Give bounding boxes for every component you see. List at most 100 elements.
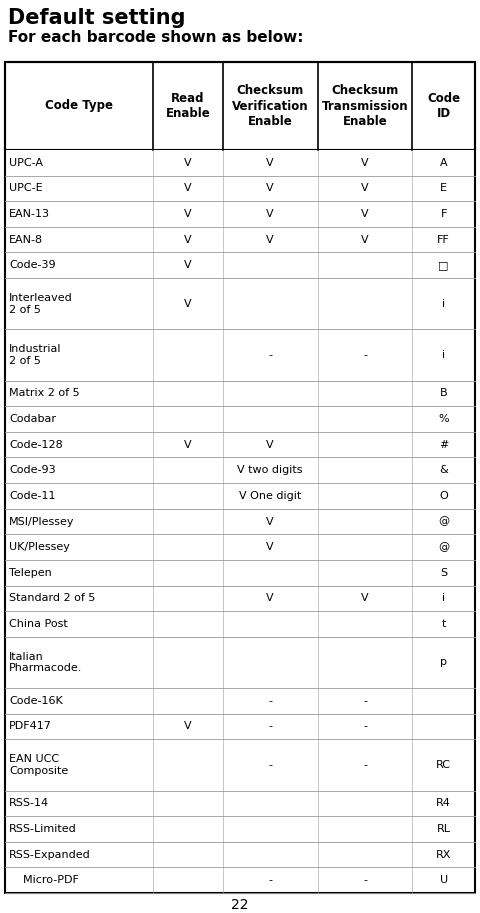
Text: -: -	[268, 876, 272, 886]
Text: 22: 22	[231, 898, 249, 912]
Bar	[5, 636, 475, 688]
Text: -: -	[268, 760, 272, 770]
Text: Code Type: Code Type	[45, 100, 113, 112]
Text: V: V	[184, 184, 192, 194]
Bar	[5, 483, 475, 509]
Text: RSS-Limited: RSS-Limited	[9, 824, 77, 834]
Text: Code-128: Code-128	[9, 440, 63, 449]
Text: B: B	[440, 388, 447, 398]
Text: MSI/Plessey: MSI/Plessey	[9, 517, 74, 527]
Text: PDF417: PDF417	[9, 721, 52, 731]
Text: V One digit: V One digit	[239, 491, 301, 501]
Text: V: V	[184, 158, 192, 168]
Text: V: V	[266, 158, 274, 168]
Text: V: V	[266, 209, 274, 219]
Text: Code-16K: Code-16K	[9, 696, 63, 706]
Text: Read
Enable: Read Enable	[166, 91, 210, 121]
Bar	[5, 509, 475, 534]
Text: For each barcode shown as below:: For each barcode shown as below:	[8, 30, 303, 45]
Text: Micro-PDF: Micro-PDF	[9, 876, 79, 886]
Text: RSS-Expanded: RSS-Expanded	[9, 850, 91, 859]
Text: V: V	[184, 209, 192, 219]
Bar	[5, 714, 475, 740]
Text: -: -	[268, 696, 272, 706]
Text: #: #	[439, 440, 448, 449]
Text: RSS-14: RSS-14	[9, 798, 49, 808]
Text: V: V	[361, 184, 369, 194]
Bar	[5, 406, 475, 432]
Bar	[5, 842, 475, 867]
Text: i: i	[442, 299, 445, 309]
Text: V: V	[184, 440, 192, 449]
Text: -: -	[268, 350, 272, 360]
Text: RL: RL	[437, 824, 451, 834]
Text: V: V	[361, 158, 369, 168]
Text: Checksum
Verification
Enable: Checksum Verification Enable	[232, 84, 308, 128]
Text: V: V	[184, 721, 192, 731]
Text: -: -	[363, 696, 367, 706]
Text: Checksum
Transmission
Enable: Checksum Transmission Enable	[322, 84, 408, 128]
Text: Standard 2 of 5: Standard 2 of 5	[9, 593, 96, 603]
Text: RX: RX	[436, 850, 451, 859]
Text: V: V	[184, 235, 192, 245]
Bar	[5, 175, 475, 201]
Text: E: E	[440, 184, 447, 194]
Text: V: V	[266, 542, 274, 552]
Text: Telepen: Telepen	[9, 568, 52, 578]
Text: V: V	[266, 440, 274, 449]
Text: V: V	[266, 184, 274, 194]
Text: Code-11: Code-11	[9, 491, 56, 501]
Text: S: S	[440, 568, 447, 578]
Text: Code-39: Code-39	[9, 260, 56, 270]
Bar	[5, 330, 475, 381]
Text: Interleaved
2 of 5: Interleaved 2 of 5	[9, 293, 73, 314]
Text: RC: RC	[436, 760, 451, 770]
Text: -: -	[363, 760, 367, 770]
Text: V two digits: V two digits	[237, 466, 303, 476]
Text: V: V	[266, 517, 274, 527]
Text: Matrix 2 of 5: Matrix 2 of 5	[9, 388, 80, 398]
Bar	[5, 62, 475, 150]
Bar	[5, 457, 475, 483]
Text: FF: FF	[437, 235, 450, 245]
Bar	[5, 585, 475, 611]
Bar	[5, 278, 475, 330]
Text: i: i	[442, 350, 445, 360]
Text: F: F	[441, 209, 447, 219]
Text: @: @	[438, 517, 449, 527]
Text: @: @	[438, 542, 449, 552]
Text: UPC-A: UPC-A	[9, 158, 43, 168]
Text: i: i	[442, 593, 445, 603]
Text: V: V	[361, 235, 369, 245]
Bar	[5, 432, 475, 457]
Text: UK/Plessey: UK/Plessey	[9, 542, 70, 552]
Bar	[5, 150, 475, 175]
Text: -: -	[268, 721, 272, 731]
Bar	[5, 611, 475, 636]
Text: EAN-8: EAN-8	[9, 235, 43, 245]
Text: p: p	[440, 657, 447, 667]
Text: t: t	[442, 619, 446, 629]
Text: Italian
Pharmacode.: Italian Pharmacode.	[9, 652, 83, 673]
Text: Codabar: Codabar	[9, 414, 56, 424]
Bar	[5, 816, 475, 842]
Bar	[5, 381, 475, 406]
Text: R4: R4	[436, 798, 451, 808]
Text: -: -	[363, 876, 367, 886]
Text: V: V	[266, 235, 274, 245]
Text: EAN UCC
Composite: EAN UCC Composite	[9, 754, 68, 776]
Text: China Post: China Post	[9, 619, 68, 629]
Text: Code
ID: Code ID	[427, 91, 460, 121]
Text: U: U	[440, 876, 448, 886]
Text: □: □	[439, 260, 449, 270]
Bar	[5, 226, 475, 253]
Text: %: %	[438, 414, 449, 424]
Bar	[5, 867, 475, 893]
Text: Default setting: Default setting	[8, 8, 185, 28]
Text: A: A	[440, 158, 447, 168]
Text: O: O	[439, 491, 448, 501]
Text: UPC-E: UPC-E	[9, 184, 43, 194]
Bar	[5, 534, 475, 560]
Text: V: V	[184, 299, 192, 309]
Text: Code-93: Code-93	[9, 466, 56, 476]
